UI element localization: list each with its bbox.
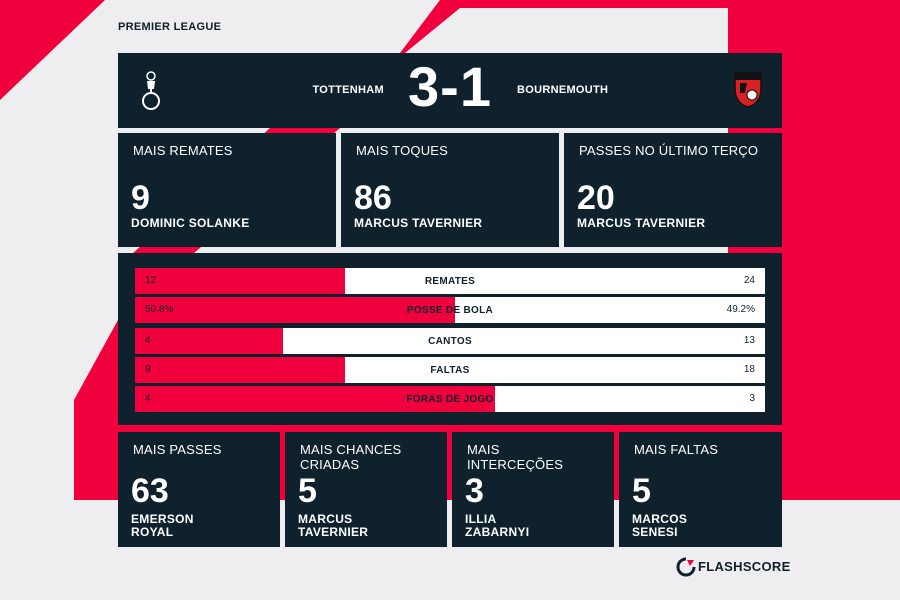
stat-title: MAIS PASSES	[133, 442, 222, 457]
stat-title: MAIS TOQUES	[356, 143, 449, 158]
home-share-bar	[135, 268, 345, 294]
stat-label: POSSE DE BOLA	[406, 305, 494, 316]
away-value: 3	[749, 393, 755, 404]
top-stat-card: MAIS TOQUES 86 MARCUS TAVERNIER	[341, 133, 559, 247]
bottom-stat-card: MAIS FALTAS 5 MARCOS SENESI	[619, 432, 782, 547]
top-stat-card: PASSES NO ÚLTIMO TERÇO 20 MARCUS TAVERNIER	[564, 133, 782, 247]
bottom-stat-card: MAIS PASSES 63 EMERSON ROYAL	[118, 432, 280, 547]
stat-label: FORAS DE JOGO	[406, 394, 494, 405]
stat-player: ILLIA ZABARNYI	[465, 512, 530, 540]
home-value: 4	[145, 393, 151, 404]
brand-name: FLASHSCORE	[698, 559, 791, 574]
tottenham-crest-icon	[142, 71, 160, 110]
top-stat-card: MAIS REMATES 9 DOMINIC SOLANKE	[118, 133, 336, 247]
bournemouth-crest-icon	[734, 72, 762, 108]
stat-value: 5	[632, 472, 651, 510]
stat-title: MAIS INTERCEÇÕES	[467, 442, 564, 472]
stat-value: 86	[354, 179, 392, 217]
stat-player: MARCOS SENESI	[632, 512, 688, 540]
comparison-panel: 12 REMATES 24 50.8% POSSE DE BOLA 49.2% 4 CANTO…	[118, 253, 782, 425]
stat-value: 63	[131, 472, 169, 510]
home-share-bar	[135, 386, 495, 412]
stat-label: FALTAS	[430, 365, 470, 376]
home-value: 4	[145, 335, 151, 346]
stat-title: MAIS FALTAS	[634, 442, 719, 457]
comparison-row: 4 FORAS DE JOGO 3	[135, 386, 765, 412]
stat-player: DOMINIC SOLANKE	[131, 216, 250, 230]
comparison-row: 12 REMATES 24	[135, 268, 765, 294]
away-value: 18	[743, 364, 755, 375]
home-value: 50.8%	[145, 304, 174, 315]
match-score: 3-1	[408, 55, 492, 118]
stat-title: MAIS CHANCES CRIADAS	[300, 442, 402, 472]
away-value: 13	[743, 335, 755, 346]
stat-player: EMERSON ROYAL	[131, 512, 194, 540]
away-team-name: BOURNEMOUTH	[517, 84, 609, 96]
stat-value: 5	[298, 472, 317, 510]
away-value: 49.2%	[726, 304, 755, 315]
home-value: 12	[145, 275, 157, 286]
comparison-row: 9 FALTAS 18	[135, 357, 765, 383]
comparison-row: 50.8% POSSE DE BOLA 49.2%	[135, 297, 765, 323]
away-value: 24	[743, 275, 755, 286]
stat-player: MARCUS TAVERNIER	[354, 216, 483, 230]
home-value: 9	[145, 364, 151, 375]
stat-title: PASSES NO ÚLTIMO TERÇO	[579, 143, 759, 158]
home-team-name: TOTTENHAM	[312, 84, 384, 96]
stat-label: CANTOS	[428, 336, 472, 347]
comparison-row: 4 CANTOS 13	[135, 328, 765, 354]
stat-label: REMATES	[424, 276, 476, 287]
bottom-stat-card: MAIS CHANCES CRIADAS 5 MARCUS TAVERNIER	[285, 432, 447, 547]
stat-player: MARCUS TAVERNIER	[298, 512, 369, 540]
stat-value: 3	[465, 472, 484, 510]
home-share-bar	[135, 328, 283, 354]
bottom-stat-card: MAIS INTERCEÇÕES 3 ILLIA ZABARNYI	[452, 432, 614, 547]
stat-player: MARCUS TAVERNIER	[577, 216, 706, 230]
stat-value: 9	[131, 179, 150, 217]
competition-label: PREMIER LEAGUE	[118, 21, 222, 33]
flashscore-icon	[676, 557, 696, 577]
stat-title: MAIS REMATES	[133, 143, 233, 158]
home-share-bar	[135, 357, 345, 383]
scoreboard: TOTTENHAM 3-1 BOURNEMOUTH	[118, 53, 782, 128]
stat-value: 20	[577, 179, 615, 217]
home-share-bar	[135, 297, 455, 323]
